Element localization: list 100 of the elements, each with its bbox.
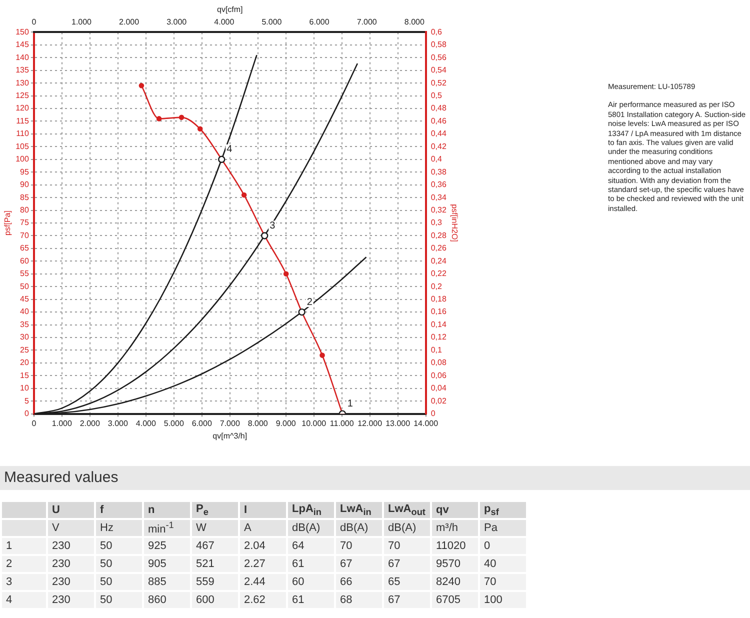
y-tick-label: 85: [20, 192, 30, 202]
y-tick-label: 125: [16, 91, 30, 100]
text: 2 230 50 905 521 2.27 61 67 67 9570 40: [6, 558, 496, 570]
x-tick-label: 9.000: [276, 418, 296, 428]
x-tick-label: 12.000: [358, 418, 383, 428]
y2-tick-label: 0,1: [430, 345, 442, 354]
x-tick-label: 0: [32, 418, 37, 428]
y-tick-label: 140: [16, 52, 30, 62]
text: 1 230 50 925 467 2.04 64 70 70 11020 0: [6, 540, 490, 552]
y2-tick-label: 0,18: [430, 294, 447, 304]
x-tick-label: 14.000: [414, 418, 439, 428]
x-tick-label: 6.000: [192, 418, 212, 428]
point: [138, 82, 144, 88]
text: 3 230 50 885 559 2.44 60 66 65 8240 70: [6, 576, 496, 588]
y2-tick-label: 0,28: [430, 230, 447, 240]
y2-tick-label: 0,24: [430, 256, 447, 266]
point: [197, 126, 203, 132]
y-tick-label: 45: [20, 294, 30, 304]
y2-axis-title: psf[inH2O]: [450, 204, 459, 242]
y2-tick-label: 0,12: [430, 332, 447, 342]
x-tick-label: 10.000: [302, 418, 327, 428]
text: Measured values: [0, 466, 750, 490]
x2-axis-title: qv[cfm]: [217, 5, 243, 14]
y2-tick-label: 0,04: [430, 384, 447, 393]
x-tick-label: 11.000: [330, 418, 354, 428]
y-tick-label: 15: [20, 370, 30, 380]
y-tick-label: 135: [16, 66, 30, 75]
y-tick-label: 110: [16, 129, 30, 138]
y2-tick-label: 0,48: [430, 104, 447, 113]
y2-tick-label: 0: [430, 409, 436, 418]
y2-tick-label: 0,42: [430, 142, 447, 151]
y-tick-label: 25: [20, 345, 30, 354]
y2-tick-label: 0,44: [430, 129, 447, 138]
annotation: 3: [270, 220, 276, 232]
y-tick-label: 130: [16, 78, 30, 88]
y-tick-label: 35: [20, 320, 30, 329]
point: [178, 114, 184, 120]
y2-tick-label: 0,2: [430, 282, 442, 291]
x2-tick-label: 4.000: [214, 18, 235, 27]
y-tick-label: 10: [20, 384, 30, 393]
x2-tick-label: 2.000: [119, 18, 140, 27]
x2-tick-label: 0: [32, 18, 37, 27]
y-tick-label: 120: [16, 104, 30, 113]
point: [156, 116, 162, 122]
y-tick-label: 40: [20, 307, 30, 316]
text: V Hz min$^{-1}$ W A dB(A) dB(A) dB(A) m³/h Pa: [52, 520, 498, 536]
x2-tick-label: 5.000: [262, 18, 282, 27]
y2-tick-label: 0,26: [430, 244, 447, 253]
x2-tick-label: 6.000: [309, 18, 330, 27]
y-tick-label: 145: [16, 40, 30, 50]
y2-tick-label: 0,56: [430, 52, 447, 62]
x-tick-label: 3.000: [108, 418, 128, 428]
y2-tick-label: 0,3: [430, 218, 442, 228]
y-tick-label: 60: [20, 256, 30, 266]
x2-tick-label: 3.000: [166, 18, 188, 27]
y2-tick-label: 0,5: [430, 91, 442, 100]
y2-tick-label: 0,38: [430, 167, 447, 176]
y-tick-label: 150: [16, 27, 30, 36]
x-axis-title: qv[m^3/h]: [212, 431, 248, 440]
y-tick-label: 0: [24, 409, 30, 418]
x-tick-label: 2.000: [80, 418, 100, 428]
y-tick-label: 105: [16, 142, 30, 151]
x-tick-label: 1.000: [52, 418, 72, 428]
y2-tick-label: 0,36: [430, 180, 447, 190]
y-tick-label: 100: [16, 154, 30, 164]
annotation: 2: [306, 296, 313, 308]
y-tick-label: 20: [20, 358, 30, 368]
y-tick-label: 65: [20, 244, 30, 253]
y2-tick-label: 0,16: [430, 307, 447, 316]
x-tick-label: 8.000: [248, 418, 268, 428]
x-tick-label: 13.000: [386, 418, 411, 428]
x-tick-label: 4.000: [136, 418, 156, 428]
x2-tick-label: 1.000: [71, 18, 92, 27]
y-axis-title: psf[Pa]: [3, 210, 12, 236]
annotation: 4: [226, 144, 233, 156]
y2-tick-label: 0,54: [430, 66, 447, 75]
text: U f n P$_{e}$ I LpA$_{in}$ LwA$_{in}$ LwA$_{out}$ qv p$_{sf}$: [52, 502, 499, 518]
y2-tick-label: 0,6: [430, 27, 442, 36]
point: [283, 271, 289, 277]
y2-tick-label: 0,58: [430, 40, 447, 50]
y-tick-label: 5: [24, 396, 30, 406]
y-tick-label: 80: [20, 205, 30, 214]
y-tick-label: 75: [20, 218, 30, 228]
y-tick-label: 55: [20, 269, 30, 278]
y2-tick-label: 0,22: [430, 269, 447, 278]
point: [241, 192, 247, 198]
y-tick-label: 70: [20, 230, 30, 240]
x-tick-label: 5.000: [164, 418, 184, 428]
y2-tick-label: 0,34: [430, 192, 447, 202]
y2-tick-label: 0,14: [430, 320, 447, 329]
y-tick-label: 95: [20, 167, 30, 176]
y2-tick-label: 0,06: [430, 370, 447, 380]
y-tick-label: 50: [20, 282, 30, 291]
y-tick-label: 115: [16, 116, 30, 126]
annotation: 1: [347, 398, 354, 410]
y2-tick-label: 0,02: [430, 396, 447, 406]
y2-tick-label: 0,46: [430, 116, 447, 126]
y2-tick-label: 0,52: [430, 78, 447, 88]
x2-tick-label: 8.000: [404, 18, 425, 27]
x2-tick-label: 7.000: [356, 18, 378, 27]
